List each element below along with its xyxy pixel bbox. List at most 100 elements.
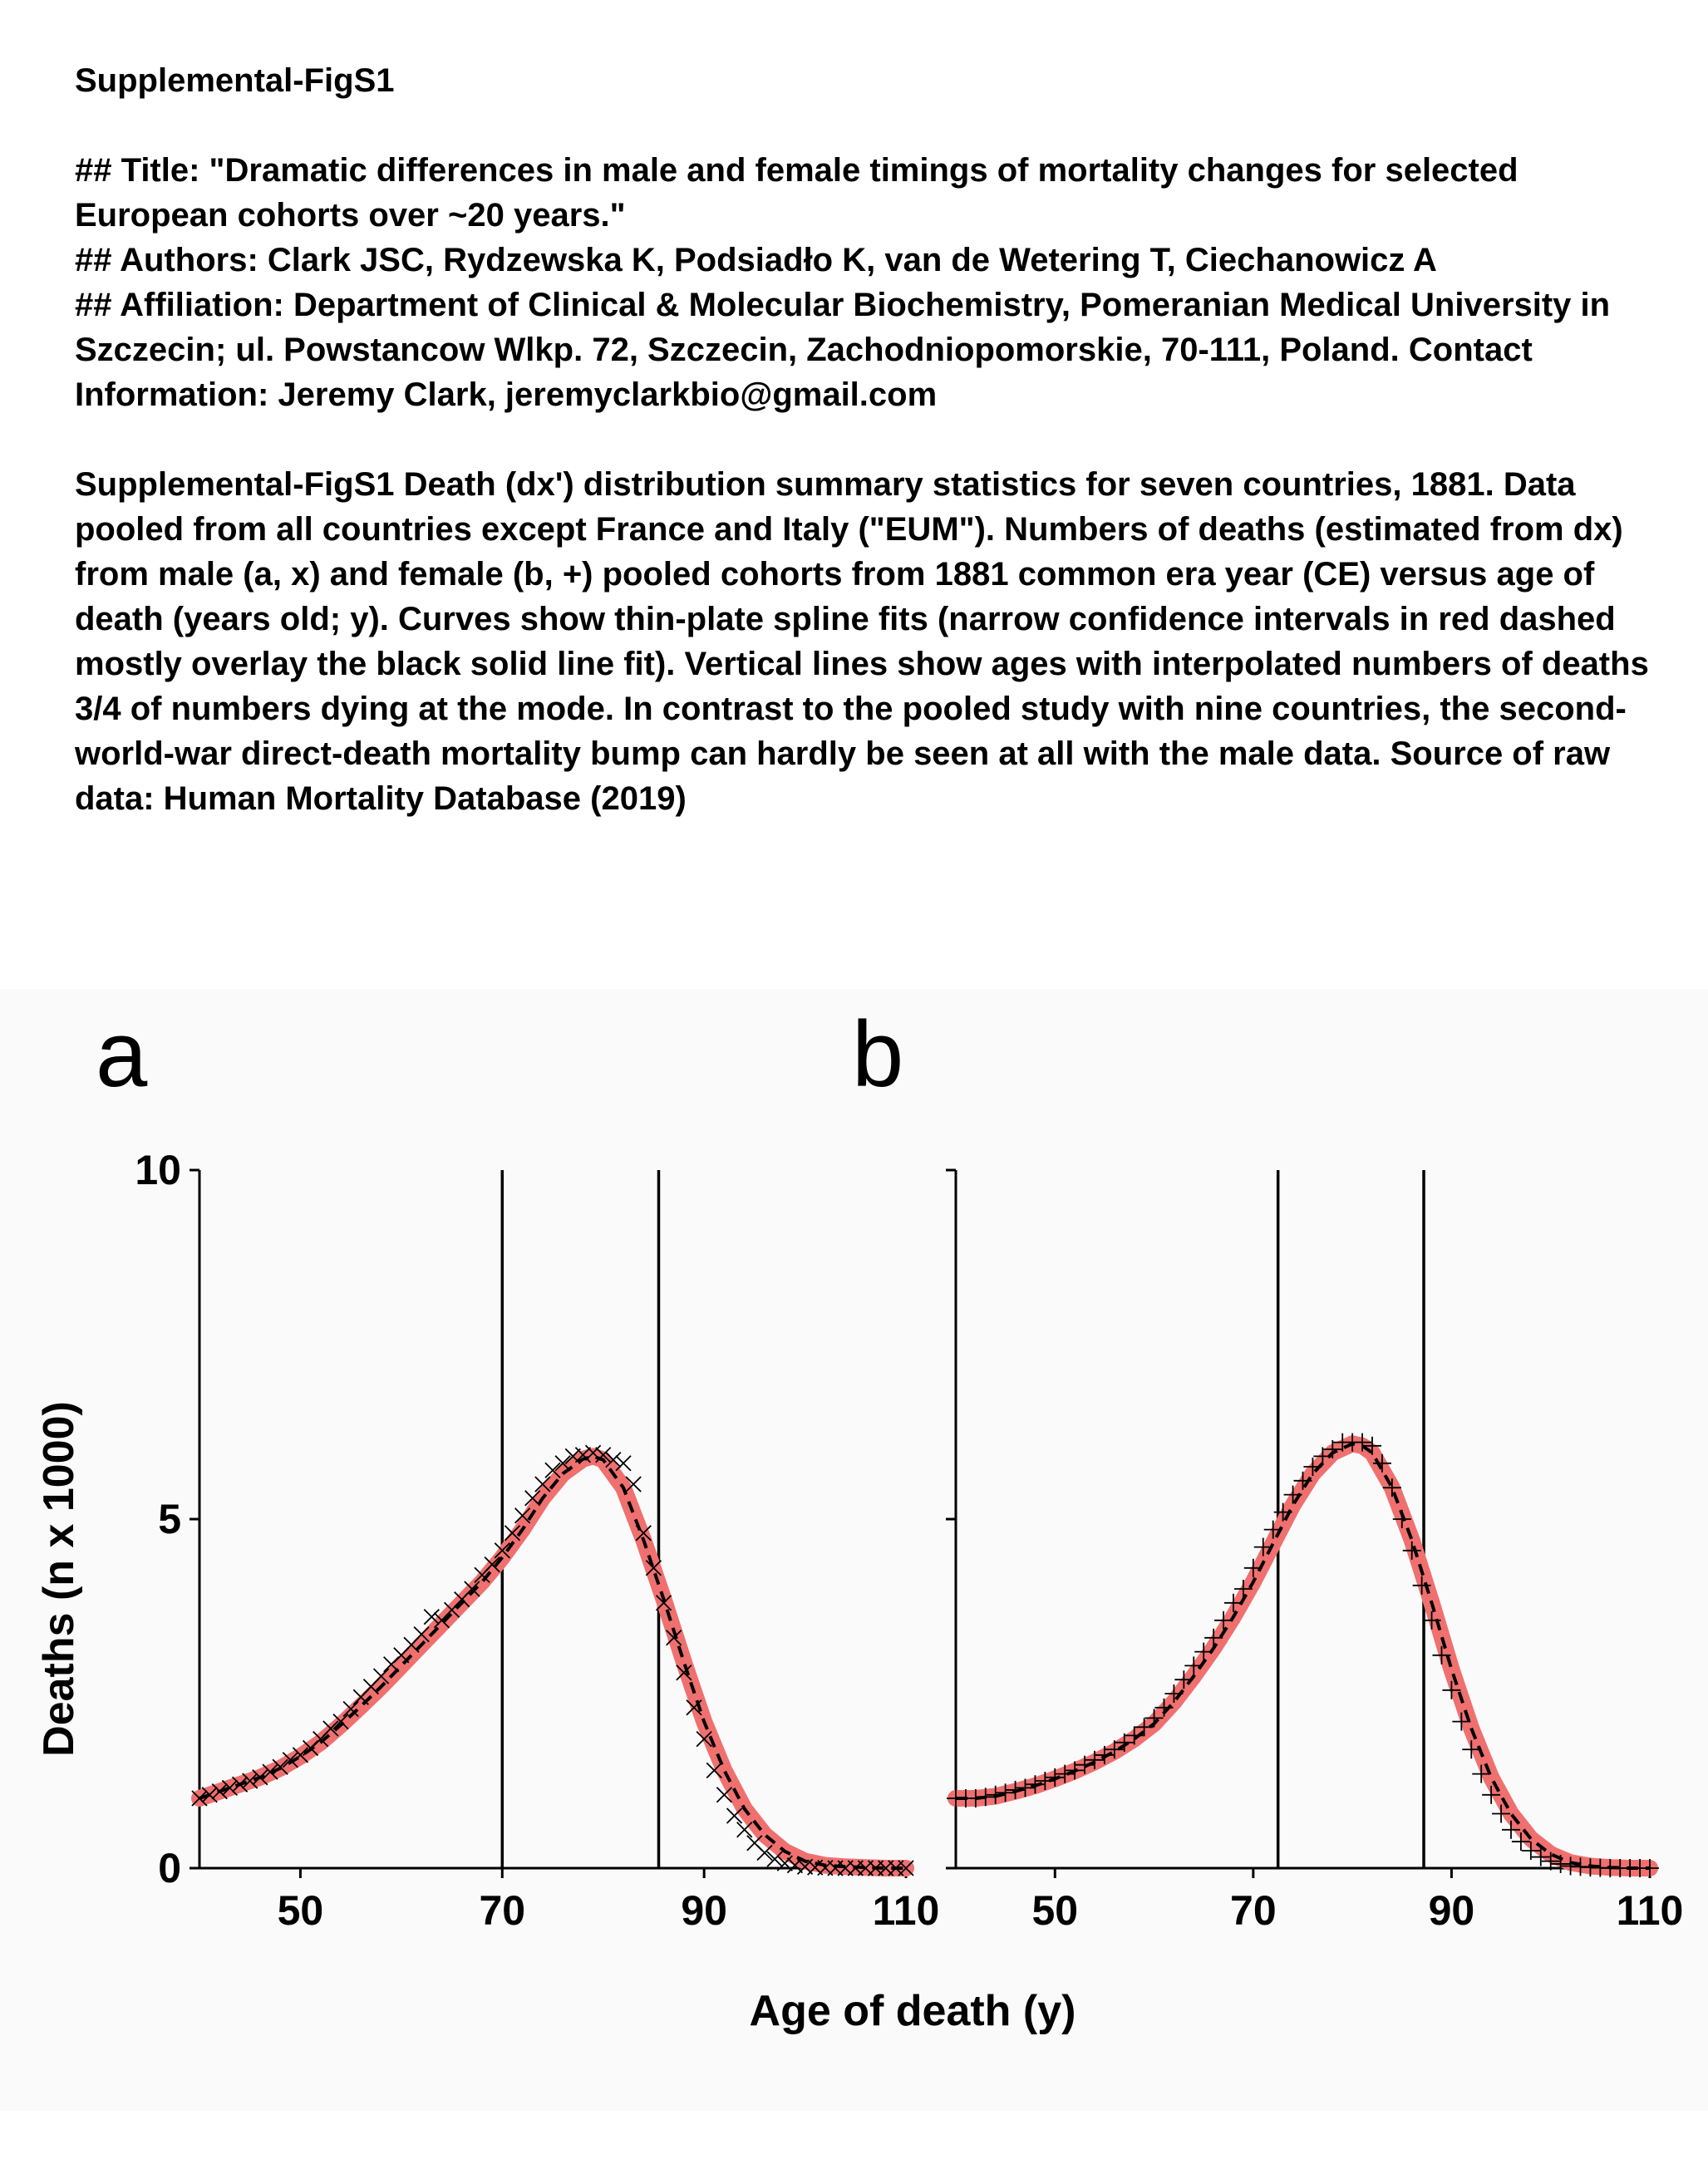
- point-stroke: [191, 1790, 208, 1807]
- data-point: [1095, 1745, 1114, 1764]
- data-point: [786, 1857, 804, 1874]
- point-stroke: [716, 1787, 733, 1803]
- point-stroke: [494, 1542, 510, 1559]
- point-stroke: [332, 1713, 349, 1730]
- point-stroke: [282, 1752, 298, 1768]
- point-stroke: [504, 1525, 521, 1542]
- data-point: [1263, 1520, 1282, 1539]
- data-point: [1502, 1820, 1520, 1839]
- authors-line: ## Authors: Clark JSC, Rydzewska K, Pods…: [75, 242, 1437, 278]
- data-point: [1075, 1755, 1095, 1774]
- data-point: [1243, 1558, 1263, 1577]
- point-stroke: [898, 1860, 914, 1876]
- point-stroke: [574, 1447, 592, 1463]
- data-point: [1511, 1832, 1530, 1852]
- data-point: [1313, 1447, 1332, 1466]
- data-point: [211, 1783, 228, 1800]
- data-point: [1462, 1740, 1481, 1759]
- point-stroke: [756, 1844, 773, 1861]
- point-stroke: [746, 1835, 763, 1852]
- data-point: [1056, 1764, 1075, 1783]
- data-point: [201, 1787, 218, 1803]
- confidence-band: [191, 1448, 914, 1876]
- data-point: [564, 1448, 581, 1465]
- panel-letter: a: [96, 1002, 148, 1106]
- data-point: [191, 1790, 208, 1807]
- point-stroke: [766, 1851, 783, 1867]
- data-point: [554, 1455, 571, 1472]
- data-point: [1482, 1785, 1501, 1804]
- data-point: [423, 1608, 440, 1625]
- x-tick-label: 110: [873, 1887, 940, 1934]
- data-point: [504, 1525, 521, 1542]
- figure-svg: a 0 5 10 50 70 90 110 b 50 70 90 110 Deaths (n x 10…: [35, 1002, 1683, 2035]
- data-point: [584, 1444, 602, 1461]
- spline-fit-line: [199, 1454, 906, 1870]
- point-stroke: [322, 1720, 339, 1737]
- data-point: [262, 1763, 278, 1780]
- figure-caption: Supplemental-FigS1 Death (dx') distribut…: [75, 466, 1649, 817]
- data-point: [1372, 1453, 1391, 1473]
- point-stroke: [211, 1783, 228, 1800]
- data-point: [686, 1699, 702, 1716]
- data-point: [534, 1476, 551, 1493]
- affiliation-line: ## Affiliation: Department of Clinical &…: [75, 287, 1611, 413]
- y-axis-label: Deaths (n x 1000): [35, 1401, 83, 1757]
- data-point: [524, 1490, 541, 1507]
- point-stroke: [292, 1747, 309, 1763]
- data-point: [1531, 1847, 1550, 1866]
- data-point: [1105, 1740, 1124, 1759]
- data-point: [1551, 1854, 1570, 1873]
- data-point: [1273, 1502, 1292, 1522]
- document-text: Supplemental-FigS1 ## Title: "Dramatic d…: [75, 58, 1679, 821]
- point-stroke: [696, 1730, 712, 1748]
- data-point: [332, 1713, 349, 1730]
- x-tick-label: 70: [479, 1887, 525, 1934]
- point-stroke: [635, 1525, 652, 1542]
- data-point: [1174, 1670, 1194, 1689]
- point-stroke: [645, 1560, 662, 1576]
- data-point: [696, 1730, 712, 1748]
- data-point: [1194, 1642, 1213, 1661]
- data-point: [1026, 1775, 1045, 1794]
- data-point: [625, 1476, 642, 1493]
- point-stroke: [786, 1857, 804, 1874]
- data-point: [1521, 1842, 1540, 1860]
- data-point: [1085, 1750, 1104, 1769]
- data-point: [1036, 1772, 1055, 1790]
- data-point: [282, 1752, 298, 1768]
- point-stroke: [615, 1455, 632, 1472]
- point-stroke: [372, 1668, 390, 1684]
- point-stroke: [423, 1608, 440, 1625]
- title-line: ## Title: "Dramatic differences in male …: [75, 152, 1518, 234]
- data-point: [1253, 1537, 1272, 1557]
- data-point: [1164, 1684, 1184, 1703]
- data-point: [635, 1525, 652, 1542]
- data-point: [766, 1851, 783, 1867]
- x-tick-label: 90: [681, 1887, 727, 1934]
- point-stroke: [201, 1787, 218, 1803]
- data-point: [666, 1630, 682, 1646]
- data-point: [1641, 1859, 1659, 1877]
- data-point: [1293, 1471, 1312, 1490]
- data-point: [252, 1769, 268, 1786]
- data-point: [1412, 1576, 1431, 1595]
- data-point: [676, 1665, 692, 1681]
- data-point: [986, 1785, 1005, 1804]
- point-stroke: [252, 1769, 268, 1786]
- point-stroke: [776, 1855, 793, 1871]
- point-stroke: [464, 1581, 480, 1597]
- data-point: [1046, 1768, 1065, 1787]
- data-point: [716, 1787, 733, 1803]
- point-stroke: [666, 1630, 682, 1646]
- data-point: [595, 1447, 612, 1463]
- point-stroke: [514, 1507, 531, 1524]
- data-point: [514, 1507, 531, 1524]
- x-tick-label: 70: [1230, 1887, 1277, 1934]
- data-point: [1353, 1433, 1372, 1452]
- spline-fit-line: [956, 1442, 1650, 1870]
- point-stroke: [231, 1776, 249, 1793]
- data-point: [1541, 1852, 1560, 1871]
- data-point: [726, 1807, 743, 1824]
- data-point: [342, 1700, 359, 1718]
